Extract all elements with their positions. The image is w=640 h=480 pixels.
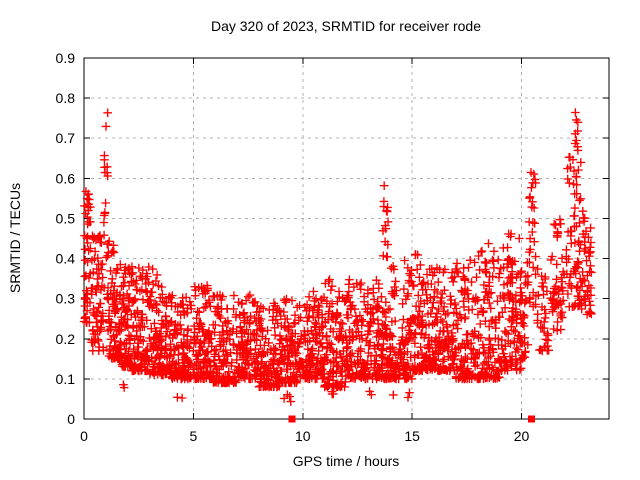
scatter-plus-markers	[79, 108, 596, 406]
y-axis-label: SRMTID / TECUs	[7, 183, 23, 293]
x-tick-label: 5	[189, 428, 197, 444]
y-tick-label: 0.1	[56, 371, 76, 387]
y-tick-label: 0.7	[56, 130, 76, 146]
x-tick-label: 10	[295, 428, 311, 444]
x-tick-label: 20	[514, 428, 530, 444]
x-tick-label: 15	[404, 428, 420, 444]
data-layer	[79, 108, 596, 423]
y-tick-label: 0.3	[56, 291, 76, 307]
chart-title: Day 320 of 2023, SRMTID for receiver rod…	[211, 18, 481, 34]
y-tick-label: 0.2	[56, 331, 76, 347]
y-tick-label: 0	[67, 411, 75, 427]
y-tick-label: 0.5	[56, 210, 76, 226]
event-flag-square	[288, 415, 296, 423]
y-tick-label: 0.8	[56, 90, 76, 106]
y-tick-label: 0.6	[56, 170, 76, 186]
axis-layer: 0 5 10 15 20 0 0.1 0.2 0.3 0.4 0.5 0.6 0.7 0.8 0.9	[56, 50, 610, 444]
y-tick-label: 0.9	[56, 50, 76, 66]
x-tick-label: 0	[80, 428, 88, 444]
y-tick-label: 0.4	[56, 251, 76, 267]
x-axis-label: GPS time / hours	[293, 453, 400, 469]
event-flag-square	[527, 415, 535, 423]
